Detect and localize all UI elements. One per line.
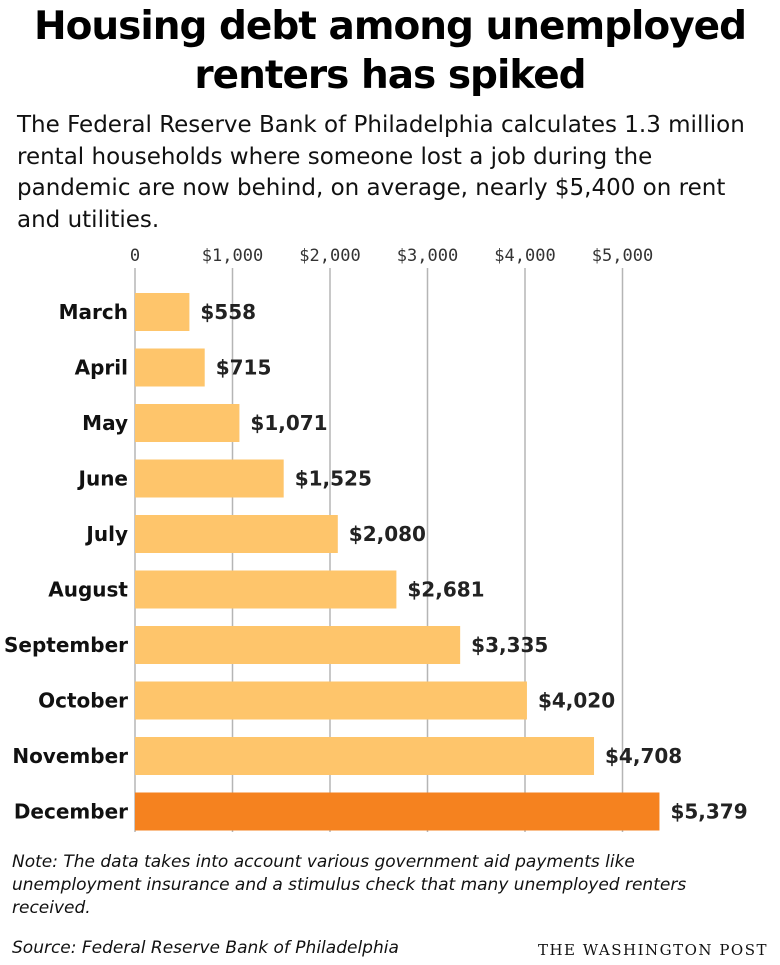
subtitle-line-3: pandemic are now behind, on average, nea… — [17, 175, 726, 201]
bars: March $558 April $715 May $1,071 June $1,525 Jul… — [4, 293, 748, 831]
data-label: $4,020 — [538, 689, 615, 713]
bar-may — [135, 404, 240, 442]
bar-december — [135, 792, 660, 831]
data-label: $2,681 — [407, 578, 484, 602]
subtitle-line-1: The Federal Reserve Bank of Philadelphia… — [17, 112, 745, 138]
x-tick-label: $5,000 — [592, 246, 653, 266]
category-label: August — [48, 578, 128, 602]
x-tick-label: $2,000 — [299, 246, 360, 266]
chart-title-line-1: Housing debt among unemployed — [33, 4, 747, 49]
category-label: September — [4, 633, 128, 657]
footnote-line-3: received. — [12, 898, 91, 918]
subtitle-line-2: rental households where someone lost a j… — [17, 143, 653, 170]
bar-march — [135, 293, 190, 331]
category-label: May — [82, 411, 128, 435]
publisher-credit: THE WASHINGTON POST — [537, 941, 768, 959]
bar-chart: 0 $1,000 $2,000 $3,000 $4,000 $5,000 March $55… — [4, 246, 748, 832]
footnote: Note: The data takes into account variou… — [12, 851, 772, 920]
data-label: $715 — [216, 356, 272, 380]
category-label: April — [75, 356, 128, 380]
x-tick-label: $1,000 — [202, 246, 263, 266]
footnote-line-1: Note: The data takes into account variou… — [12, 852, 635, 872]
x-axis-ticks: 0 $1,000 $2,000 $3,000 $4,000 $5,000 — [130, 246, 653, 266]
data-label: $5,379 — [670, 800, 747, 824]
x-tick-label: $4,000 — [494, 246, 555, 266]
subtitle-line-4: and utilities. — [17, 206, 160, 233]
x-tick-label: 0 — [130, 246, 140, 266]
source-credit: Source: Federal Reserve Bank of Philadel… — [12, 938, 399, 958]
data-label: $4,708 — [605, 744, 682, 768]
category-label: October — [38, 689, 128, 713]
category-label: June — [77, 467, 128, 491]
category-label: November — [12, 744, 128, 768]
chart-title-line-2: renters has spiked — [194, 53, 586, 98]
x-tick-label: $3,000 — [397, 246, 458, 266]
bar-july — [135, 515, 338, 553]
data-label: $2,080 — [349, 522, 426, 546]
bar-april — [135, 348, 205, 387]
data-label: $558 — [200, 300, 256, 324]
category-label: July — [84, 522, 128, 546]
data-label: $3,335 — [471, 633, 548, 657]
bar-august — [135, 570, 397, 609]
category-label: March — [59, 300, 128, 324]
chart-subtitle: The Federal Reserve Bank of Philadelphia… — [17, 110, 767, 236]
bar-september — [135, 626, 461, 664]
chart-title: Housing debt among unemployed renters ha… — [0, 2, 780, 100]
category-label: December — [14, 800, 128, 824]
data-label: $1,525 — [295, 467, 372, 491]
footnote-line-2: unemployment insurance and a stimulus ch… — [12, 875, 687, 895]
data-label: $1,071 — [250, 411, 327, 435]
bar-october — [135, 681, 527, 720]
bar-june — [135, 459, 284, 498]
bar-november — [135, 737, 595, 775]
